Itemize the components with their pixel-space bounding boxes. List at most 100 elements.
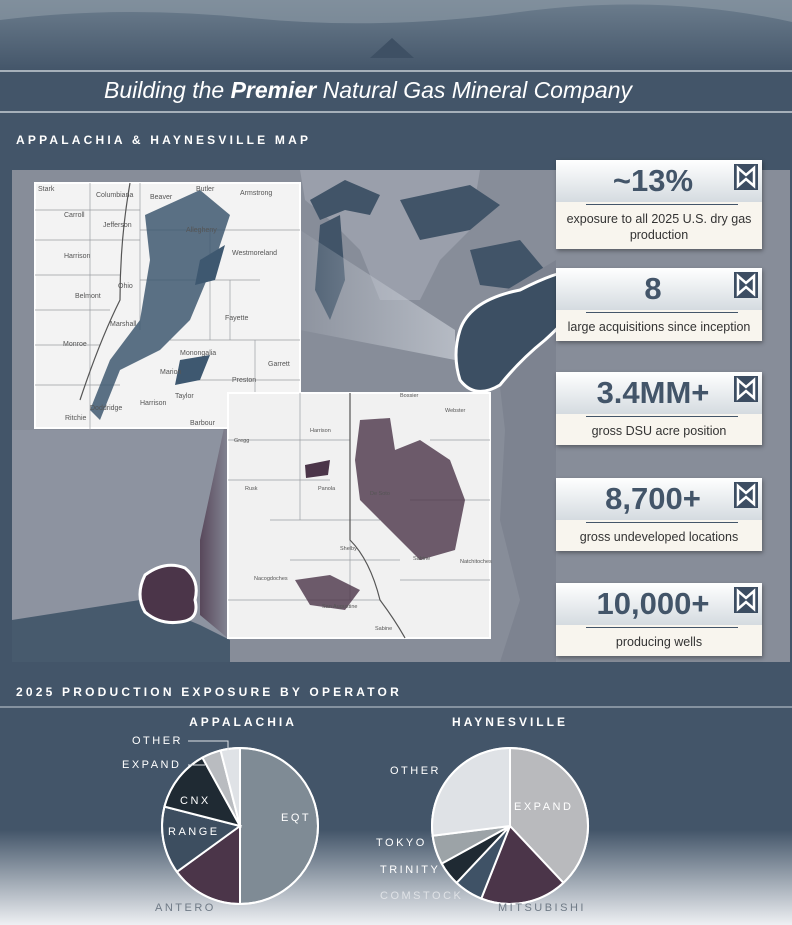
slice-label: OTHER	[132, 735, 183, 747]
stat-rule	[586, 522, 738, 523]
county-label: Garrett	[268, 361, 290, 368]
stat-label: large acquisitions since inception	[567, 320, 751, 334]
page-title: Building the Premier Natural Gas Mineral…	[104, 77, 633, 103]
county-label: Shelby	[340, 546, 357, 552]
slice-label: ANTERO	[155, 902, 216, 914]
chevron	[736, 588, 756, 612]
chevron-icon	[736, 483, 756, 507]
stat-label: gross undeveloped locations	[579, 530, 739, 544]
chart-title: APPALACHIA	[189, 715, 297, 729]
county-label: De Soto	[370, 491, 390, 497]
slice-label: RANGE	[168, 826, 220, 838]
county-label: Webster	[445, 408, 466, 414]
county-label: Barbour	[190, 420, 216, 427]
chevron	[736, 273, 756, 297]
county-label: Westmoreland	[232, 250, 277, 257]
stat-icon	[734, 272, 758, 298]
stat-label: producing wells	[615, 635, 703, 649]
county-label: Beaver	[150, 194, 173, 201]
title-part: Premier	[231, 77, 318, 103]
stat-rule	[586, 627, 738, 628]
appalachia-wells	[90, 190, 230, 420]
county-label: San Augustine	[322, 604, 357, 610]
county-label: Marshall	[110, 321, 137, 328]
section-title: 2025 PRODUCTION EXPOSURE BY OPERATOR	[16, 685, 402, 699]
county-label: Ohio	[118, 283, 133, 290]
chevron	[736, 483, 756, 507]
county-label: Natchitoches	[460, 559, 492, 565]
chevron-icon	[736, 588, 756, 612]
section-title: APPALACHIA & HAYNESVILLE MAP	[16, 133, 311, 147]
stat-rule	[586, 416, 738, 417]
slice-label: CNX	[180, 795, 211, 807]
slice-label: COMSTOCK	[380, 890, 463, 902]
county-label: Allegheny	[186, 227, 217, 234]
slice-label: TOKYO	[376, 837, 427, 849]
stat-icon	[734, 482, 758, 508]
county-label: Fayette	[225, 315, 248, 322]
slice-label: MITSUBISHI	[498, 902, 586, 914]
stat-icon	[734, 164, 758, 190]
county-label: Gregg	[234, 438, 249, 444]
lake	[470, 240, 545, 290]
chevron-icon	[736, 273, 756, 297]
county-label: Panola	[318, 486, 336, 492]
slice-label: EXPAND	[122, 759, 181, 771]
county-label: Armstrong	[240, 190, 272, 197]
slice-label: EXPAND	[514, 801, 573, 813]
county-label: Taylor	[175, 393, 194, 400]
county-label: Harrison	[310, 428, 331, 434]
county-label: Butler	[196, 186, 215, 193]
county-label: Carroll	[64, 212, 85, 219]
county-label: Columbiana	[96, 192, 133, 199]
county-label: Monongalia	[180, 350, 216, 357]
stat-box: 3.4MM+ gross DSU acre position	[556, 372, 762, 445]
county-label: Ritchie	[65, 415, 87, 422]
county-label: Doddridge	[90, 405, 122, 412]
stat-value: ~13%	[556, 160, 762, 202]
chevron-icon	[736, 377, 756, 401]
pie-slice	[431, 746, 511, 837]
stat-rule	[586, 204, 738, 205]
county-label: Preston	[232, 377, 256, 384]
haynesville-callout	[138, 563, 198, 624]
county-label: Harrison	[64, 253, 91, 260]
chevron	[736, 165, 756, 189]
header-notch	[370, 38, 414, 58]
slice-label: EQT	[281, 812, 311, 824]
pie-outline	[431, 747, 589, 905]
county-label: Rusk	[245, 486, 258, 492]
haynesville-wells	[295, 418, 465, 610]
map	[12, 170, 790, 662]
slice-label: TRINITY	[380, 864, 440, 876]
county-label: Bossier	[400, 393, 419, 399]
chart-title: HAYNESVILLE	[452, 715, 568, 729]
title-part: Building the	[104, 77, 224, 103]
rock-texture	[0, 0, 792, 24]
stat-box: ~13% exposure to all 2025 U.S. dry gas pr…	[556, 160, 762, 249]
appalachia-callout	[454, 269, 587, 393]
county-label: Nacogdoches	[254, 576, 288, 582]
county-label: Sabine	[413, 556, 430, 562]
pie-outline	[161, 747, 319, 905]
lake	[310, 180, 380, 220]
chevron-icon	[736, 165, 756, 189]
county-label: Belmont	[75, 293, 101, 300]
stat-box: 8 large acquisitions since inception	[556, 268, 762, 341]
title-part: Natural Gas Mineral Company	[323, 77, 634, 103]
stat-value: 8	[556, 268, 762, 310]
stat-box: 8,700+ gross undeveloped locations	[556, 478, 762, 551]
footer-fade	[0, 830, 792, 925]
county-label: Monroe	[63, 341, 87, 348]
slice-label: OTHER	[390, 765, 441, 777]
stat-label: exposure to all 2025 U.S. dry gas produc…	[566, 212, 752, 242]
stat-value: 3.4MM+	[556, 372, 762, 414]
leader-line	[188, 740, 229, 752]
county-label: Stark	[38, 186, 55, 193]
stat-icon	[734, 376, 758, 402]
chevron	[736, 377, 756, 401]
stat-box: 10,000+ producing wells	[556, 583, 762, 656]
county-lines	[35, 182, 300, 430]
